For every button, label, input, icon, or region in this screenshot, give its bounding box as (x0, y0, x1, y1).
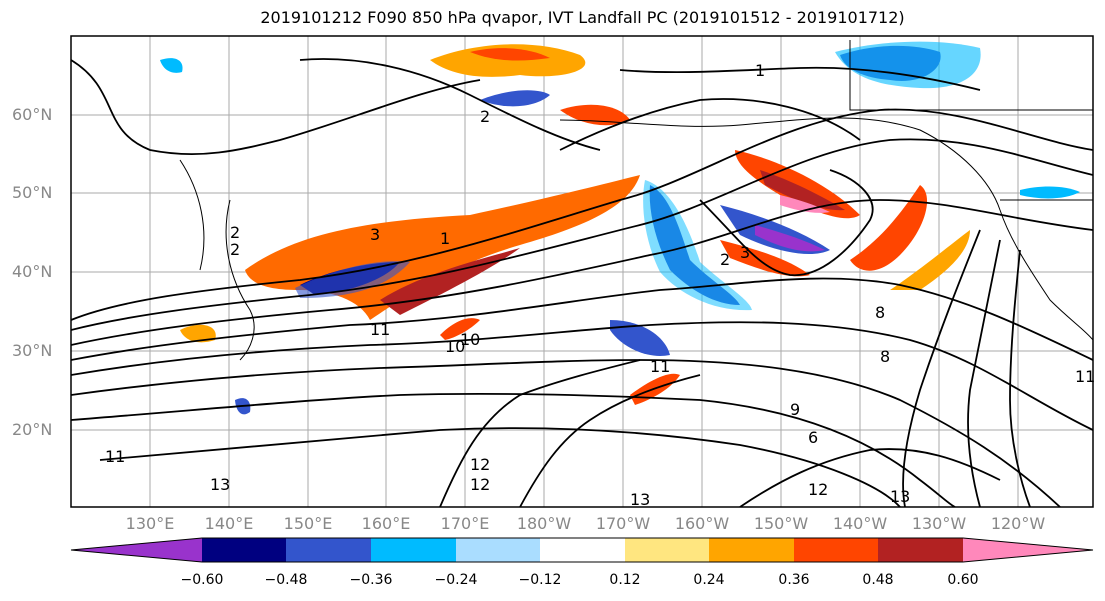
contour-label: 13 (210, 475, 230, 494)
latitude-label: 30°N (12, 341, 53, 360)
colorbar-swatch (202, 538, 286, 562)
colorbar-outline (70, 537, 1094, 563)
contour-label: 12 (470, 475, 490, 494)
colorbar-swatch (286, 538, 371, 562)
longitude-label: 140°E (204, 514, 254, 533)
longitude-label: 130°E (125, 514, 175, 533)
positive-anomaly-east (720, 240, 810, 277)
positive-anomaly-north (430, 44, 586, 77)
colorbar-tick-label: −0.36 (349, 572, 393, 588)
colorbar-swatch (963, 538, 1093, 562)
colorbar-swatch (709, 538, 794, 562)
colorbar-tick-label: 0.48 (862, 572, 894, 588)
contour-label: 11 (650, 357, 670, 376)
negative-anomaly-pacific (610, 320, 670, 356)
colorbar-tick-label: 0.12 (609, 572, 641, 588)
latitude-label: 40°N (12, 262, 53, 281)
contour-label: 2 (230, 240, 240, 259)
shaded-anomalies (160, 41, 1080, 415)
coastlines (179, 40, 1093, 361)
contour-label: 8 (880, 347, 890, 366)
longitude-label: 150°E (283, 514, 333, 533)
contour-label: 2 (230, 223, 240, 242)
longitude-label: 170°E (440, 514, 490, 533)
negative-anomaly-east (1020, 186, 1080, 199)
colorbar-swatch (878, 538, 963, 562)
colorbar-swatch (456, 538, 540, 562)
colorbar-swatch (625, 538, 709, 562)
longitude-label: 160°E (361, 514, 411, 533)
contour-label: 3 (370, 225, 380, 244)
contour-label: 11 (105, 447, 125, 466)
colorbar-tick-label: 0.36 (778, 572, 810, 588)
contour-label: 9 (790, 400, 800, 419)
longitude-label: 170°W (595, 514, 651, 533)
colorbar-swatch (794, 538, 878, 562)
contour-label: 12 (470, 455, 490, 474)
colorbar (70, 537, 1094, 563)
negative-anomaly-west (160, 58, 183, 73)
contour-label: 13 (890, 487, 910, 506)
colorbar-tick-label: −0.48 (264, 572, 308, 588)
negative-anomaly-jet-halo (295, 261, 410, 298)
contour-label: 6 (808, 428, 818, 447)
longitude-label: 140°W (832, 514, 888, 533)
contour-label: 11 (1075, 367, 1095, 386)
contour-label: 2 (480, 107, 490, 126)
colorbar-swatch (71, 538, 202, 562)
contour-label: 1 (755, 61, 765, 80)
negative-anomaly-gulf-core (755, 225, 825, 252)
latitude-label: 20°N (12, 420, 53, 439)
contour-label: 1 (440, 229, 450, 248)
contour-label: 12 (808, 480, 828, 499)
latitude-label: 50°N (12, 183, 53, 202)
contour-label: 10 (445, 337, 465, 356)
positive-anomaly-arc-east (850, 185, 928, 271)
colorbar-tick-label: 0.24 (693, 572, 725, 588)
colorbar-tick-label: −0.12 (518, 572, 562, 588)
negative-anomaly-canada-halo (835, 41, 981, 89)
colorbar-tick-label: −0.24 (434, 572, 478, 588)
colorbar-tick-label: −0.60 (180, 572, 224, 588)
contour-label: 13 (630, 490, 650, 509)
longitude-label: 130°W (911, 514, 967, 533)
negative-anomaly-north (480, 90, 550, 107)
positive-anomaly-se-asia (180, 324, 216, 343)
positive-anomaly-ak (560, 104, 630, 126)
positive-anomaly-pink (780, 195, 830, 213)
contour-label: 2 (720, 250, 730, 269)
map-title: 2019101212 F090 850 hPa qvapor, IVT Land… (260, 8, 905, 27)
positive-anomaly-arc-east-2 (890, 230, 970, 290)
latitude-label: 60°N (12, 105, 53, 124)
contour-label: 3 (740, 243, 750, 262)
colorbar-swatch (540, 538, 625, 562)
negative-anomaly-central-halo (643, 180, 752, 311)
longitude-label: 120°W (990, 514, 1046, 533)
positive-anomaly-north-core (470, 48, 550, 61)
contour-label: 10 (460, 330, 480, 349)
longitude-label: 150°W (753, 514, 809, 533)
longitude-label: 180°W (516, 514, 572, 533)
positive-anomaly-gulf-core (760, 170, 845, 211)
contour-label: 8 (875, 303, 885, 322)
longitude-label: 160°W (674, 514, 730, 533)
colorbar-tick-label: 0.60 (947, 572, 979, 588)
colorbar-swatch (371, 538, 456, 562)
contour-label: 11 (370, 320, 390, 339)
positive-anomaly-mid (440, 318, 480, 340)
plot-frame (70, 35, 1094, 508)
ivt-contours (71, 58, 1093, 507)
